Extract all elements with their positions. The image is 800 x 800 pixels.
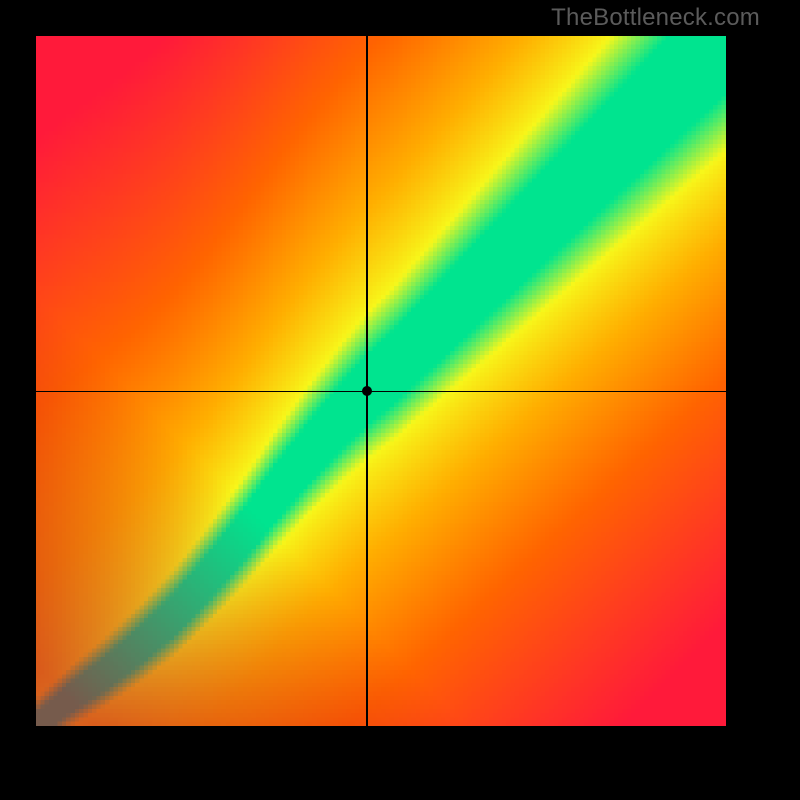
crosshair-dot bbox=[362, 386, 372, 396]
plot-area bbox=[36, 36, 726, 726]
figure-container: TheBottleneck.com bbox=[0, 0, 800, 800]
crosshair-vertical bbox=[366, 36, 368, 726]
heatmap-canvas bbox=[36, 36, 726, 726]
crosshair-horizontal bbox=[36, 391, 726, 393]
watermark-text: TheBottleneck.com bbox=[551, 4, 760, 32]
